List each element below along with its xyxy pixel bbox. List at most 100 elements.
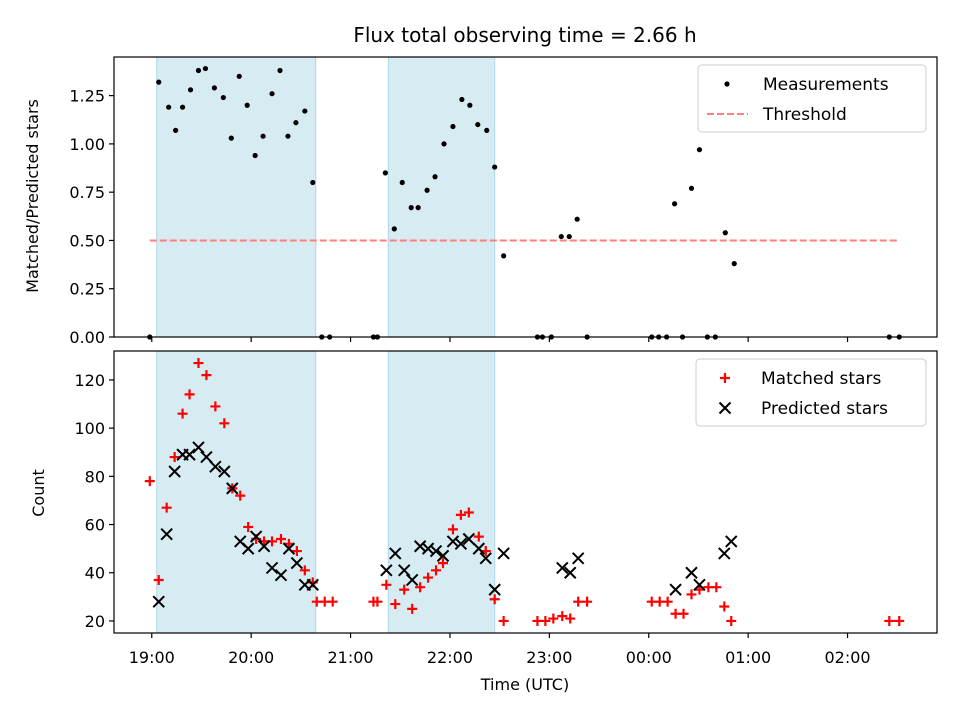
bottom-series-predicted-stars-point: [389, 547, 402, 560]
top-series-measurements-point: [671, 201, 678, 207]
top-series-measurements-point: [566, 233, 572, 240]
top-series-measurements-point: [236, 73, 242, 79]
bottom-series-predicted-stars-point: [454, 537, 468, 551]
bottom-series-predicted-stars-point: [265, 561, 279, 575]
top-shaded-interval-2: [387, 56, 496, 338]
x-tick-label: 21:00: [328, 648, 374, 667]
top-y-tick-label: 0.50: [69, 231, 105, 250]
top-y-tick-label: 0.25: [69, 280, 105, 299]
top-series-measurements-point: [244, 102, 250, 108]
bottom-series-matched-stars-point: [372, 596, 383, 607]
bottom-series-predicted-stars-point: [226, 482, 239, 495]
chart-title: Flux total observing time = 2.66 h: [353, 23, 696, 47]
top-series-measurements-point: [173, 127, 179, 133]
top-legend-label: Measurements: [763, 75, 889, 95]
bottom-series-matched-stars-point: [153, 574, 164, 585]
bottom-series-matched-stars-point: [894, 615, 905, 626]
bottom-series-matched-stars-point: [201, 370, 212, 381]
bottom-series-matched-stars-point: [327, 596, 338, 607]
x-axis-label: Time (UTC): [480, 675, 569, 694]
bottom-series-matched-stars-point: [431, 565, 442, 576]
bottom-series-matched-stars-point: [423, 572, 434, 583]
bottom-series-matched-stars-point: [726, 615, 737, 626]
top-series-measurements-point: [432, 174, 438, 180]
bottom-series-predicted-stars-point: [693, 578, 706, 592]
top-legend-label: Threshold: [762, 105, 847, 125]
bottom-series-predicted-stars-point: [183, 448, 196, 461]
bottom-series-predicted-stars-point: [160, 527, 173, 541]
top-series-measurements-point: [202, 65, 209, 72]
top-series-measurements-point: [310, 179, 316, 186]
top-series-measurements-point: [415, 205, 421, 211]
bottom-series-predicted-stars-point: [421, 542, 435, 555]
top-series-measurements-point: [501, 253, 507, 259]
bottom-series-matched-stars-point: [184, 389, 195, 400]
bottom-series-predicted-stars-point: [436, 549, 450, 563]
bottom-series-matched-stars-point: [219, 418, 230, 429]
x-tick-label: 23:00: [526, 648, 572, 667]
x-tick-label: 02:00: [824, 648, 870, 667]
bottom-series-matched-stars-point: [381, 579, 392, 590]
bottom-series-predicted-stars-point: [405, 573, 419, 587]
top-y-tick-label: 1.25: [69, 87, 105, 106]
bottom-series-predicted-stars-point: [413, 540, 427, 553]
top-series-measurements-point: [382, 170, 388, 176]
bottom-series-predicted-stars-point: [488, 583, 501, 596]
bottom-series-predicted-stars-point: [192, 441, 205, 454]
top-series-measurements-point: [722, 230, 728, 236]
x-tick-label: 00:00: [626, 648, 672, 667]
bottom-series-predicted-stars-point: [685, 566, 698, 579]
bottom-panel: 20 40 60 80 100 120 19:00 20:00 21:00 22:00 23:00 0…: [74, 350, 938, 667]
bottom-series-matched-stars-point: [275, 534, 286, 544]
top-series-measurements-point: [285, 133, 291, 139]
bottom-series-matched-stars-point: [473, 531, 484, 542]
bottom-series-predicted-stars-point: [497, 547, 510, 560]
top-series-measurements-point: [228, 135, 234, 141]
top-series-measurements-point: [187, 87, 194, 93]
top-series-measurements-point: [277, 67, 283, 74]
top-series-measurements-point: [441, 141, 447, 147]
bottom-series-matched-stars-point: [399, 584, 410, 595]
bottom-series-matched-stars-point: [161, 502, 172, 513]
bottom-series-matched-stars-point: [573, 596, 584, 607]
bottom-series-matched-stars-point: [884, 615, 895, 626]
top-series-measurements-point: [558, 233, 564, 240]
bottom-series-matched-stars-point: [662, 596, 673, 607]
bottom-y-tick-label: 40: [85, 564, 105, 583]
bottom-series-predicted-stars-point: [669, 583, 682, 596]
bottom-legend-box: [695, 358, 927, 427]
top-series-measurements-point: [293, 120, 299, 126]
top-series-measurements-point: [252, 152, 258, 159]
bottom-series-matched-stars-point: [193, 358, 204, 369]
top-series-measurements-point: [391, 226, 397, 232]
bottom-plot-frame: [113, 350, 938, 634]
bottom-series-predicted-stars-point: [564, 566, 577, 579]
top-series-measurements-point: [260, 133, 266, 139]
bottom-series-matched-stars-point: [678, 608, 689, 619]
bottom-series-matched-stars-point: [283, 538, 294, 549]
bottom-series-predicted-stars-point: [290, 556, 304, 570]
top-series-measurements-point: [467, 102, 473, 108]
bottom-legend: Matched stars Predicted stars: [695, 358, 927, 427]
bottom-series-matched-stars-point: [291, 546, 302, 557]
bottom-series-matched-stars-point: [415, 582, 426, 593]
bottom-series-predicted-stars-point: [479, 552, 492, 565]
bottom-series-matched-stars-point: [694, 584, 705, 595]
bottom-legend-swatch: [720, 373, 730, 383]
bottom-series-predicted-stars-point: [257, 540, 271, 553]
bottom-series-predicted-stars-point: [152, 595, 165, 608]
bottom-series-matched-stars-point: [565, 613, 576, 624]
top-series-measurements-point: [156, 79, 162, 85]
bottom-series-predicted-stars-point: [398, 564, 411, 577]
bottom-y-tick-label: 120: [74, 371, 105, 390]
top-series-measurements-point: [211, 85, 217, 91]
top-y-tick-label: 0.00: [69, 328, 105, 347]
bottom-series-matched-stars-point: [438, 558, 449, 569]
bottom-series-matched-stars-point: [455, 509, 466, 520]
bottom-y-axis-label: Count: [29, 469, 48, 517]
bottom-y-tick-label: 20: [85, 612, 105, 631]
bottom-series-predicted-stars-point: [168, 465, 181, 478]
top-legend-swatch: [724, 81, 730, 87]
top-series-measurements-point: [475, 121, 481, 128]
x-tick-label: 22:00: [427, 648, 473, 667]
